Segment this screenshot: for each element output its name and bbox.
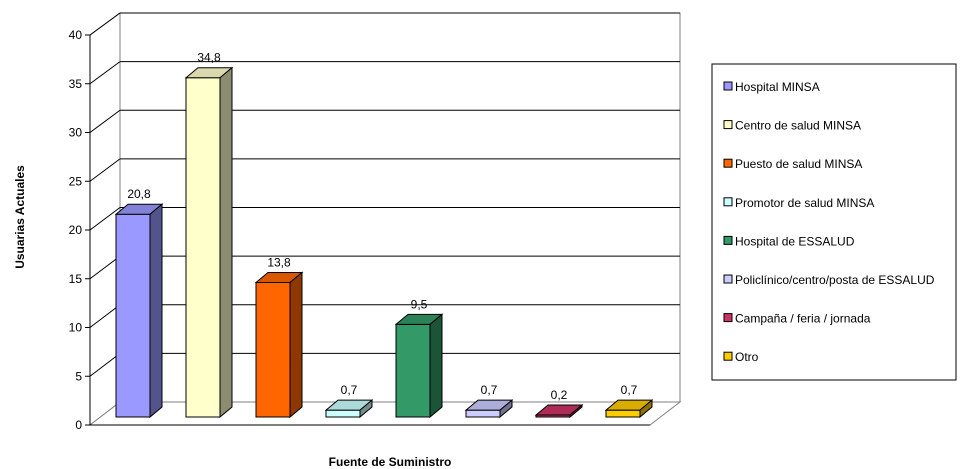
bar-front-face	[605, 409, 641, 418]
data-label: 0,7	[341, 383, 358, 397]
bar-side-face	[359, 399, 373, 419]
y-tick-label: 40	[69, 28, 83, 42]
bar-side-face	[289, 271, 303, 419]
legend-swatch	[723, 81, 733, 91]
bar	[534, 403, 584, 419]
bar-side-face	[219, 66, 233, 419]
bar	[604, 399, 654, 419]
legend-item-label: Hospital MINSA	[735, 80, 820, 94]
y-tick-label: 35	[69, 77, 83, 91]
bar-side-face	[639, 399, 653, 419]
data-label: 20,8	[127, 187, 151, 201]
data-label: 34,8	[197, 51, 221, 65]
gridline-side	[89, 158, 121, 182]
bar-front-face	[185, 77, 221, 418]
bar	[394, 313, 444, 419]
data-label: 9,5	[411, 297, 428, 311]
data-label: 0,7	[621, 383, 638, 397]
bar-front-face	[465, 409, 501, 418]
bar-front-face	[115, 213, 151, 418]
bar-front-face	[325, 409, 361, 418]
y-tick-label: 10	[69, 321, 83, 335]
y-tick-label: 15	[69, 272, 83, 286]
y-tick-label: 5	[75, 369, 82, 383]
y-tick-label: 25	[69, 174, 83, 188]
y-tick-label: 30	[69, 126, 83, 140]
legend: Hospital MINSA Centro de salud MINSA Puest…	[711, 63, 957, 381]
legend-item-label: Policlínico/centro/posta de ESSALUD	[735, 273, 935, 287]
legend-item-label: Centro de salud MINSA	[735, 119, 861, 133]
data-label: 0,7	[481, 383, 498, 397]
y-tick-label: 0	[75, 418, 82, 432]
legend-item-label: Promotor de salud MINSA	[735, 196, 874, 210]
floor	[88, 401, 682, 426]
bar	[114, 203, 164, 419]
bar	[254, 271, 304, 419]
bar-side-face	[149, 203, 163, 419]
bar	[464, 399, 514, 419]
legend-swatch	[723, 313, 733, 323]
y-axis-title: Usuarias Actuales	[13, 165, 27, 269]
legend-swatch	[723, 120, 733, 130]
legend-swatch	[723, 235, 733, 245]
bars	[114, 66, 654, 419]
gridline-side	[89, 109, 121, 133]
data-label: 0,2	[551, 388, 568, 402]
bar-side-face	[499, 399, 513, 419]
gridline-side	[89, 12, 121, 36]
legend-item-label: Otro	[735, 350, 759, 364]
legend-swatch	[723, 274, 733, 284]
legend-item-label: Puesto de salud MINSA	[735, 157, 862, 171]
bar-front-face	[255, 281, 291, 418]
gridline-side	[89, 352, 121, 377]
y-axis: 0 5 10 15 20 25 30 35 40	[69, 28, 650, 432]
gridline-side	[89, 207, 121, 231]
data-labels: 20,8 34,8 13,8 0,7 9,5 0,7 0,2 0,7	[127, 51, 637, 402]
gridline-side	[89, 304, 121, 328]
legend-item-label: Hospital de ESSALUD	[735, 234, 855, 248]
legend-item-label: Campaña / feria / jornada	[735, 312, 871, 326]
legend-swatch	[723, 197, 733, 207]
bar	[324, 399, 374, 419]
data-label: 13,8	[267, 255, 291, 269]
bar-side-face	[429, 313, 443, 419]
chart-walls	[88, 12, 682, 427]
legend-box	[711, 63, 957, 381]
gridline-side	[89, 61, 121, 85]
bar-front-face	[395, 323, 431, 418]
bar	[184, 66, 234, 419]
y-tick-label: 20	[69, 223, 83, 237]
x-axis-title: Fuente de Suministro	[329, 455, 452, 469]
legend-swatch	[723, 158, 733, 168]
bar-side-face	[569, 403, 583, 419]
legend-swatch	[723, 351, 733, 361]
gridline-side	[89, 255, 121, 280]
